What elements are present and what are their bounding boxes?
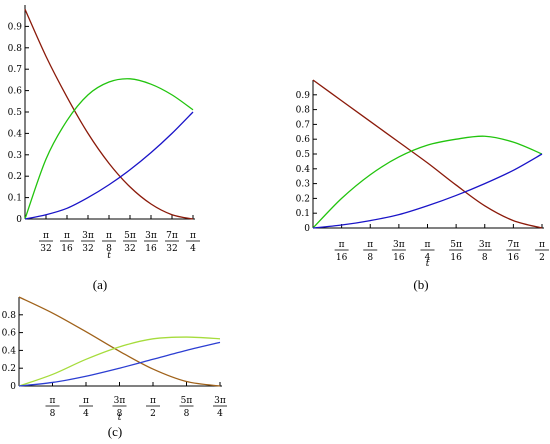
x-tick-label-numerator: 3π [214,396,226,406]
x-tick-label-denominator: 8 [117,409,123,419]
x-tick-label-numerator: 3π [114,396,126,406]
x-tick-label-numerator: 5π [450,240,462,250]
y-tick-label: 0.4 [2,346,17,356]
x-tick-label-denominator: 16 [61,244,73,254]
x-tick-label-denominator: 4 [425,253,431,263]
x-tick-label-denominator: 16 [336,253,348,263]
x-tick-label-denominator: 32 [82,244,93,254]
x-tick-label-numerator: π [150,396,156,406]
series-line-1 [24,78,194,220]
y-tick-label: 0.5 [8,108,23,118]
y-tick-label: 0.6 [296,135,311,145]
x-tick-label-denominator: 32 [166,244,177,254]
y-tick-label: 0.4 [296,165,311,175]
x-tick-label-denominator: 8 [367,253,373,263]
x-tick-label-denominator: 32 [40,244,51,254]
y-tick-label: 0.2 [2,364,16,374]
chart-panel-b: 0 0.1 0.2 0.3 0.4 0.5 0.6 0.7 0.8 0.9 π 16 π 8 3π 16 π 4 5… [296,79,549,292]
y-tick-label: 0.4 [8,129,23,139]
x-tick-label-denominator: 8 [50,409,56,419]
y-tick-label: 0.6 [8,87,23,97]
x-tick-label-numerator: π [50,396,56,406]
y-tick-label: 0.8 [8,44,23,54]
y-tick-label: 0.8 [296,106,311,116]
x-tick-label-numerator: π [339,240,345,250]
x-tick-label-denominator: 8 [106,244,112,254]
x-tick-label-denominator: 4 [83,409,89,419]
y-tick-label: 0.7 [296,120,311,130]
x-tick-label-denominator: 8 [184,409,190,419]
series-line-1 [312,135,543,229]
x-tick-label-numerator: 3π [479,240,491,250]
x-tick-label-denominator: 32 [124,244,135,254]
series-line-0 [312,79,543,229]
x-tick-label-denominator: 16 [508,253,520,263]
y-tick-label: 0 [304,224,310,234]
y-tick-label: 0.9 [296,91,311,101]
x-tick-label-numerator: 7π [508,240,520,250]
x-tick-label-numerator: 5π [124,231,136,241]
x-tick-label-numerator: π [43,231,49,241]
series-line-1 [18,336,221,387]
y-tick-label: 0.1 [8,194,22,204]
x-axis-label: t [118,413,122,423]
x-tick-label-denominator: 16 [145,244,157,254]
series-line-2 [18,341,221,387]
y-tick-label: 0.3 [296,180,311,190]
x-tick-label-numerator: 3π [145,231,157,241]
chart-panel-a: 0 0.1 0.2 0.3 0.4 0.5 0.6 0.7 0.8 0.9 π 32 π 16 3π 32 π 8… [8,5,201,292]
x-tick-label-numerator: π [83,396,89,406]
x-axis-label: t [426,259,430,269]
x-tick-label-numerator: 7π [166,231,178,241]
x-axis-label: t [107,251,111,261]
x-tick-label-numerator: π [425,240,431,250]
y-tick-label: 0.9 [8,22,23,32]
y-tick-label: 0.8 [2,311,17,321]
x-tick-label-denominator: 2 [539,253,545,263]
y-tick-label: 0.5 [296,150,311,160]
y-tick-label: 0.3 [8,151,23,161]
series-line-0 [24,9,194,220]
x-tick-label-numerator: π [106,231,112,241]
x-tick-label-numerator: π [190,231,196,241]
x-tick-label-denominator: 4 [190,244,196,254]
series-line-2 [24,111,194,220]
y-tick-label: 0 [16,215,22,225]
panel-caption: (c) [108,424,122,439]
series-line-0 [18,296,221,387]
x-tick-label-denominator: 8 [482,253,488,263]
x-tick-label-numerator: π [64,231,70,241]
y-tick-label: 0.7 [8,65,23,75]
x-tick-label-numerator: 5π [181,396,193,406]
panel-caption: (a) [93,277,107,292]
x-tick-label-numerator: π [367,240,373,250]
x-tick-label-numerator: π [539,240,545,250]
x-tick-label-numerator: 3π [82,231,94,241]
y-tick-label: 0.2 [296,194,310,204]
x-tick-label-denominator: 16 [393,253,405,263]
series-line-2 [312,153,543,229]
y-tick-label: 0 [10,382,16,392]
x-tick-label-denominator: 2 [150,409,156,419]
y-tick-label: 0.2 [8,172,22,182]
x-tick-label-denominator: 4 [217,409,223,419]
chart-panel-c: 0 0.2 0.4 0.6 0.8 π 8 π 4 3π 8 π 2 5π 8 3π 4 t(c) [2,296,227,439]
panel-caption: (b) [413,277,428,292]
y-tick-label: 0.1 [296,209,310,219]
x-tick-label-numerator: 3π [393,240,405,250]
y-tick-label: 0.6 [2,329,17,339]
x-tick-label-denominator: 16 [450,253,462,263]
